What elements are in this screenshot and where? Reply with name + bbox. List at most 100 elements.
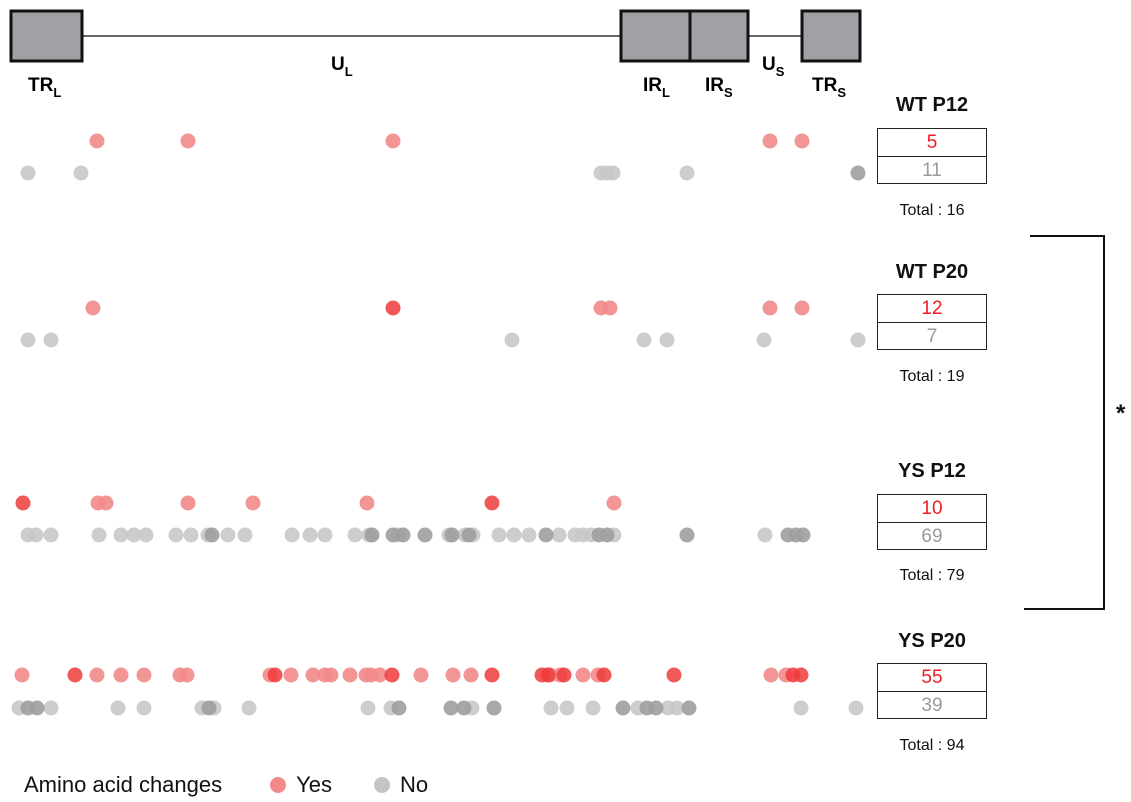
legend-title: Amino acid changes	[24, 772, 223, 797]
mutation-dot-yes	[67, 667, 83, 683]
label-ul: UL	[331, 54, 353, 79]
count-box-wt-p20: 12 7	[877, 294, 987, 350]
mutation-dot-no	[850, 165, 866, 181]
sample-title-ys-p12: YS P12	[898, 460, 966, 482]
mutation-dot-no	[91, 527, 107, 543]
mutation-dot-yes	[342, 667, 358, 683]
sample-title-ys-p20: YS P20	[898, 630, 966, 652]
mutation-dot-no	[486, 700, 502, 716]
mutation-dot-no	[138, 527, 154, 543]
mutation-dot-yes	[180, 133, 196, 149]
legend-yes-dot	[270, 777, 287, 793]
label-trs: TRS	[812, 75, 846, 100]
mutation-dot-yes	[762, 133, 778, 149]
mutation-dot-no	[605, 165, 621, 181]
count-box-wt-p12: 5 11	[877, 128, 987, 184]
mutation-dot-no	[391, 700, 407, 716]
mutation-dot-no	[220, 527, 236, 543]
total-ys-p12: Total : 79	[899, 567, 965, 584]
mutation-dot-yes	[89, 667, 105, 683]
mutation-dot-yes	[793, 667, 809, 683]
mutation-dot-no	[43, 527, 59, 543]
mutation-dot-no	[126, 527, 142, 543]
mutation-dot-yes	[445, 667, 461, 683]
mutation-dot-no	[636, 332, 652, 348]
mutation-dot-no	[20, 332, 36, 348]
mutation-dot-no	[756, 332, 772, 348]
mutation-dot-no	[395, 527, 411, 543]
label-irs: IRS	[705, 75, 733, 100]
legend-yes-label: Yes	[296, 772, 333, 797]
no-count: 69	[921, 526, 943, 547]
significance-star: *	[1116, 400, 1126, 427]
mutation-dot-no	[659, 332, 675, 348]
mutation-dot-no	[585, 700, 601, 716]
sample-title-wt-p12: WT P12	[895, 94, 969, 116]
mutation-dot-no	[347, 527, 363, 543]
yes-count: 12	[878, 295, 986, 323]
mutation-dot-no	[850, 332, 866, 348]
mutation-dot-no	[538, 527, 554, 543]
mutation-dot-no	[681, 700, 697, 716]
mutation-dot-yes	[385, 300, 401, 316]
count-box-ys-p12: 10 69	[877, 494, 987, 550]
mutation-dot-yes	[484, 667, 500, 683]
mutation-dot-no	[20, 165, 36, 181]
mutation-dot-yes	[179, 667, 195, 683]
mutation-dot-no	[183, 527, 199, 543]
mutation-dot-yes	[305, 667, 321, 683]
mutation-dot-no	[757, 527, 773, 543]
mutation-dot-no	[302, 527, 318, 543]
legend: Amino acid changes Yes No	[24, 772, 428, 798]
mutation-dot-no	[491, 527, 507, 543]
mutation-dot-no	[417, 527, 433, 543]
mutation-dot-yes	[556, 667, 572, 683]
mutation-dot-no	[648, 700, 664, 716]
mutation-dot-no	[241, 700, 257, 716]
label-us: US	[762, 54, 785, 79]
mutation-dot-yes	[14, 667, 30, 683]
irl-box	[619, 9, 692, 63]
mutation-dot-no	[443, 700, 459, 716]
mutation-dot-yes	[596, 667, 612, 683]
mutation-dot-yes	[136, 667, 152, 683]
mutation-dot-no	[848, 700, 864, 716]
mutation-dot-yes	[359, 495, 375, 511]
no-count: 39	[921, 695, 943, 716]
legend-no-label: No	[400, 772, 429, 797]
mutation-dot-yes	[385, 133, 401, 149]
mutation-dot-no	[456, 700, 472, 716]
mutation-dot-no	[669, 700, 685, 716]
mutation-dot-no	[793, 700, 809, 716]
mutation-dot-no	[679, 527, 695, 543]
mutation-dot-no	[113, 527, 129, 543]
mutation-dot-yes	[606, 495, 622, 511]
mutation-dot-no	[599, 527, 615, 543]
mutation-dot-no	[504, 332, 520, 348]
mutation-dot-no	[317, 527, 333, 543]
mutation-dot-yes	[484, 495, 500, 511]
mutation-dot-no	[43, 700, 59, 716]
mutation-dot-no	[201, 700, 217, 716]
yes-count: 5	[878, 129, 986, 157]
mutation-dot-yes	[85, 300, 101, 316]
label-trl: TRL	[28, 75, 61, 100]
mutation-dot-no	[204, 527, 220, 543]
mutation-dot-no	[284, 527, 300, 543]
mutation-dot-no	[237, 527, 253, 543]
mutation-dot-yes	[89, 133, 105, 149]
trl-box	[9, 9, 84, 63]
mutation-dot-no	[444, 527, 460, 543]
mutation-dot-no	[364, 527, 380, 543]
mutation-dot-yes	[180, 495, 196, 511]
mutation-dot-yes	[372, 667, 388, 683]
mutation-dot-yes	[602, 300, 618, 316]
mutation-dot-no	[506, 527, 522, 543]
mutation-dot-yes	[283, 667, 299, 683]
mutation-dot-no	[559, 700, 575, 716]
mutation-dot-yes	[413, 667, 429, 683]
mutation-dot-no	[360, 700, 376, 716]
total-wt-p20: Total : 19	[899, 368, 965, 385]
total-ys-p20: Total : 94	[899, 737, 965, 754]
